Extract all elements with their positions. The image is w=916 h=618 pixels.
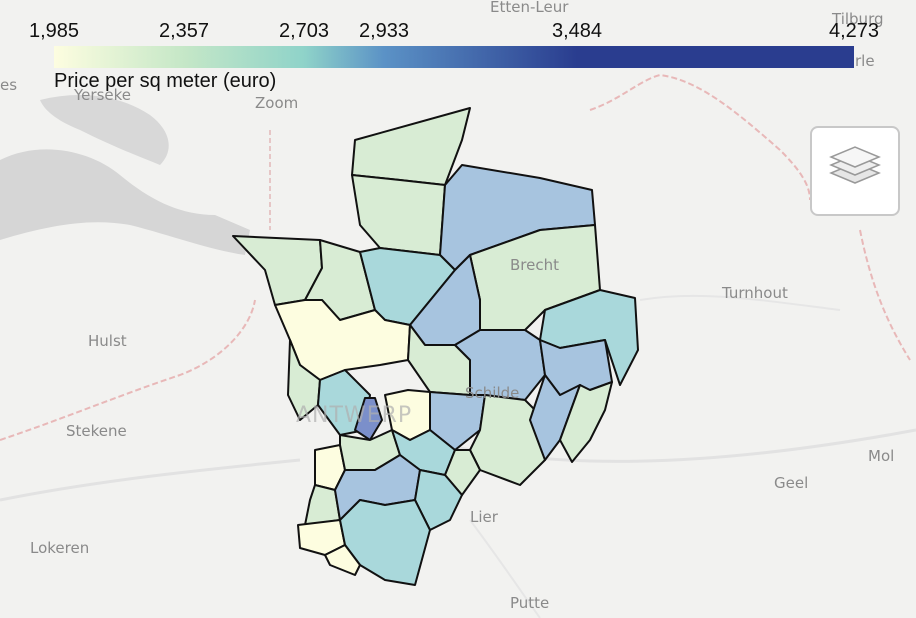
colorbar-legend: 1,985 2,357 2,703 2,933 3,484 4,273 Pric… <box>0 0 916 100</box>
layers-icon <box>829 146 881 184</box>
place-label: Etten-Leur <box>490 0 569 16</box>
place-label: Hulst <box>88 332 127 350</box>
place-label: Mol <box>868 447 894 465</box>
place-label: Stekene <box>66 422 127 440</box>
choropleth-layer[interactable] <box>232 107 639 586</box>
colorbar-tick: 2,703 <box>278 20 330 42</box>
place-label: Brecht <box>510 256 559 274</box>
place-label: Tilburg <box>831 10 884 28</box>
colorbar-tick: 1,985 <box>28 20 80 42</box>
place-label: Lokeren <box>30 539 89 557</box>
municipality[interactable] <box>351 174 446 256</box>
place-label: es <box>0 76 17 94</box>
colorbar-segment <box>384 46 577 68</box>
road <box>469 519 541 618</box>
colorbar-tick: 2,357 <box>158 20 210 42</box>
place-label: Yerseke <box>73 86 131 104</box>
municipality[interactable] <box>351 107 471 186</box>
colorbar-segment <box>184 46 304 68</box>
water-area <box>0 149 250 255</box>
colorbar-segment <box>577 46 854 68</box>
border-line <box>0 299 256 441</box>
road <box>639 294 841 311</box>
colorbar <box>54 46 854 68</box>
colorbar-segment <box>304 46 384 68</box>
place-label: Turnhout <box>721 284 788 302</box>
municipality[interactable] <box>444 449 481 496</box>
place-label: Schilde <box>465 384 519 402</box>
place-label: ANTWERP <box>296 403 412 428</box>
place-label: Putte <box>510 594 549 612</box>
border-line <box>589 73 811 201</box>
municipality[interactable] <box>469 394 546 486</box>
border-line <box>859 229 911 361</box>
place-label: rle <box>855 52 875 70</box>
colorbar-tick: 3,484 <box>551 20 603 42</box>
municipality[interactable] <box>324 544 361 576</box>
municipality[interactable] <box>354 397 383 441</box>
water-area <box>40 95 169 165</box>
layers-button[interactable] <box>810 126 900 216</box>
place-label: Geel <box>774 474 808 492</box>
road <box>0 458 301 502</box>
colorbar-tick: 4,273 <box>828 20 880 42</box>
colorbar-title: Price per sq meter (euro) <box>54 70 277 92</box>
place-label: Zoom <box>255 94 298 112</box>
municipality[interactable] <box>559 381 613 463</box>
colorbar-tick: 2,933 <box>358 20 410 42</box>
colorbar-segment <box>54 46 184 68</box>
place-label: Lier <box>470 508 499 526</box>
